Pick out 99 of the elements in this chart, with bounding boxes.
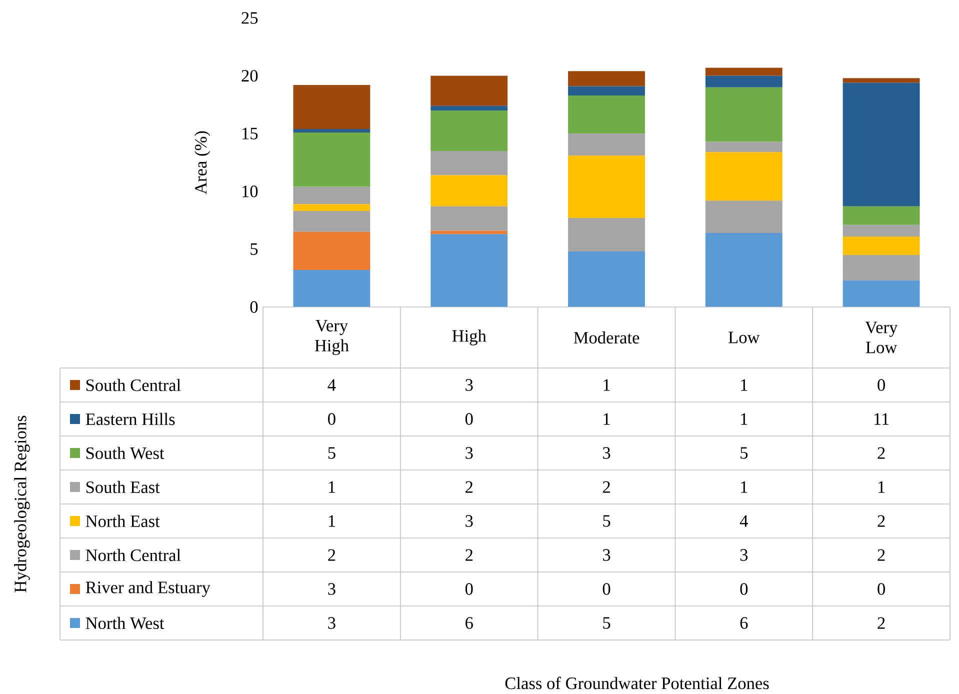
bar bbox=[568, 218, 645, 252]
bar bbox=[568, 95, 645, 134]
data-label: 5 bbox=[740, 447, 748, 459]
legend-label: North Central bbox=[86, 548, 181, 562]
bar bbox=[705, 68, 782, 76]
data-label: 1 bbox=[878, 481, 885, 493]
data-label: 0 bbox=[740, 583, 748, 595]
bar bbox=[842, 206, 920, 225]
y-tick-label: 5 bbox=[250, 243, 258, 255]
data-label: 6 bbox=[466, 617, 473, 629]
data-label: 5 bbox=[328, 447, 336, 459]
legend-label: South Central bbox=[86, 378, 181, 392]
data-label: 3 bbox=[603, 447, 610, 459]
data-label: 6 bbox=[740, 617, 748, 629]
bar bbox=[430, 230, 508, 234]
data-label: 0 bbox=[878, 583, 885, 595]
data-label: 3 bbox=[466, 447, 473, 459]
data-label: 0 bbox=[602, 583, 610, 595]
data-label: 1 bbox=[741, 379, 748, 391]
bar bbox=[705, 142, 782, 152]
data-label: 3 bbox=[603, 549, 610, 561]
x-tick-label: High bbox=[452, 330, 486, 346]
data-label: 2 bbox=[878, 617, 885, 629]
bar bbox=[568, 156, 645, 218]
bar bbox=[568, 86, 645, 96]
data-label: 5 bbox=[603, 617, 610, 629]
data-label: 3 bbox=[328, 583, 336, 595]
y-tick-label: 20 bbox=[242, 70, 258, 82]
data-label: 0 bbox=[878, 379, 885, 391]
bar bbox=[568, 252, 645, 307]
bar bbox=[705, 87, 782, 142]
data-label: 1 bbox=[604, 379, 610, 391]
bar bbox=[842, 280, 920, 307]
legend-label: Eastern Hills bbox=[86, 412, 175, 426]
data-label: 4 bbox=[328, 379, 336, 391]
bar bbox=[842, 236, 920, 255]
legend-label: North East bbox=[86, 514, 160, 528]
data-label: 4 bbox=[740, 515, 748, 527]
legend-label: North West bbox=[86, 616, 164, 630]
data-label: 1 bbox=[741, 481, 748, 493]
bar bbox=[705, 200, 782, 234]
x-tick-label: Moderate bbox=[574, 331, 640, 344]
bar bbox=[430, 106, 508, 110]
data-label: 1 bbox=[741, 413, 748, 425]
data-label: 2 bbox=[466, 549, 472, 561]
x-tick-label: Very Low bbox=[865, 322, 898, 354]
bar bbox=[293, 132, 370, 187]
data-label: 11 bbox=[874, 413, 889, 425]
bar bbox=[293, 204, 370, 212]
legend-label: South West bbox=[86, 446, 164, 460]
bar bbox=[705, 152, 782, 201]
bar bbox=[430, 206, 508, 231]
bar bbox=[705, 76, 782, 88]
legend-label: South East bbox=[86, 480, 160, 494]
bar bbox=[430, 175, 508, 206]
bar bbox=[430, 110, 508, 151]
bar bbox=[430, 234, 508, 307]
y-tick-label: 15 bbox=[242, 128, 258, 140]
y-tick-label: 0 bbox=[250, 301, 258, 313]
bar bbox=[568, 134, 645, 156]
bar bbox=[293, 128, 370, 132]
x-tick-label: Very High bbox=[314, 320, 349, 356]
bar bbox=[842, 224, 920, 236]
data-label: 0 bbox=[465, 413, 473, 425]
data-label: 3 bbox=[328, 617, 336, 629]
bar bbox=[293, 85, 370, 129]
bar bbox=[568, 71, 645, 86]
bar bbox=[842, 82, 920, 206]
data-label: 3 bbox=[466, 515, 473, 527]
bar bbox=[430, 76, 508, 106]
data-label: 1 bbox=[328, 515, 335, 527]
data-label: 2 bbox=[602, 481, 610, 493]
bar bbox=[293, 211, 370, 232]
data-label: 0 bbox=[465, 583, 473, 595]
y-tick-label: 10 bbox=[242, 186, 258, 198]
data-label: 0 bbox=[328, 413, 336, 425]
y-tick-label: 25 bbox=[242, 12, 258, 24]
x-tick-label: Low bbox=[728, 332, 760, 344]
bar bbox=[293, 186, 370, 204]
data-label: 2 bbox=[878, 549, 885, 561]
bar bbox=[842, 78, 920, 83]
bar bbox=[705, 233, 782, 307]
data-label: 2 bbox=[466, 481, 472, 493]
data-label: 1 bbox=[604, 413, 610, 425]
bar bbox=[293, 232, 370, 270]
data-label: 2 bbox=[878, 447, 885, 459]
data-label: 3 bbox=[466, 379, 473, 391]
text: Class of Groundwater Potential Zones bbox=[505, 676, 769, 690]
legend-label: River and Estuary bbox=[86, 581, 210, 597]
data-label: 3 bbox=[740, 549, 748, 561]
legend-title: Hydrogeological Regions bbox=[14, 416, 30, 592]
y-axis-title: Area (%) bbox=[194, 131, 210, 194]
data-label: 5 bbox=[603, 515, 610, 527]
bar bbox=[430, 150, 508, 176]
bar bbox=[293, 270, 370, 307]
data-label: 2 bbox=[878, 515, 885, 527]
data-label: 2 bbox=[328, 549, 336, 561]
bar bbox=[842, 254, 920, 280]
data-label: 1 bbox=[328, 481, 335, 493]
